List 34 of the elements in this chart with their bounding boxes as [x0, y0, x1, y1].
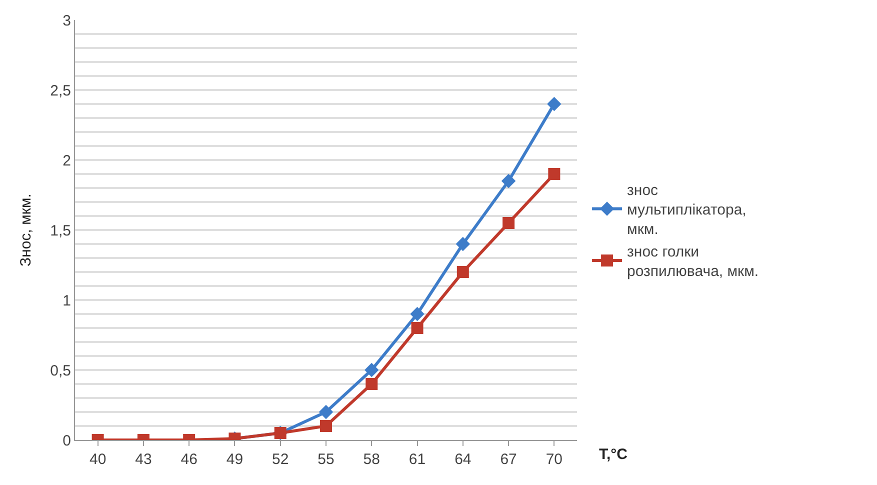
y-tick-label: 2,5	[50, 82, 71, 100]
point	[364, 362, 379, 378]
legend-label: знос мультиплікатора, мкм.	[627, 182, 746, 238]
x-tick-label: 46	[180, 451, 198, 468]
x-tick-label: 58	[363, 451, 380, 468]
point	[366, 378, 378, 390]
y-tick-label: 1	[62, 292, 71, 310]
y-axis-title: Знос, мкм.	[17, 194, 34, 266]
y-tick-label: 0	[62, 432, 71, 450]
y-tick-label: 0,5	[50, 362, 71, 380]
x-tick-label: 64	[454, 451, 472, 468]
legend-label: знос голки розпилювача, мкм.	[627, 244, 759, 280]
point	[320, 420, 332, 432]
x-tick-label: 67	[500, 451, 517, 468]
point	[502, 217, 515, 229]
x-axis-title: T,°C	[599, 446, 628, 463]
x-tick-label: 52	[272, 451, 289, 468]
y-tick-label: 3	[62, 12, 71, 30]
x-tick-label: 40	[89, 451, 106, 468]
point	[548, 168, 560, 180]
x-tick-label: 61	[408, 451, 426, 468]
point	[318, 404, 334, 420]
x-tick-label: 43	[135, 451, 152, 468]
x-tick-label: 55	[318, 451, 334, 468]
y-tick-label: 2	[62, 152, 71, 170]
point	[411, 322, 424, 334]
x-tick-label: 49	[226, 451, 244, 468]
point	[501, 174, 516, 188]
point	[456, 266, 469, 278]
point	[456, 236, 470, 252]
point	[410, 306, 424, 322]
point	[547, 96, 562, 112]
x-tick-label: 70	[546, 451, 563, 468]
y-tick-label: 1,5	[50, 222, 71, 240]
